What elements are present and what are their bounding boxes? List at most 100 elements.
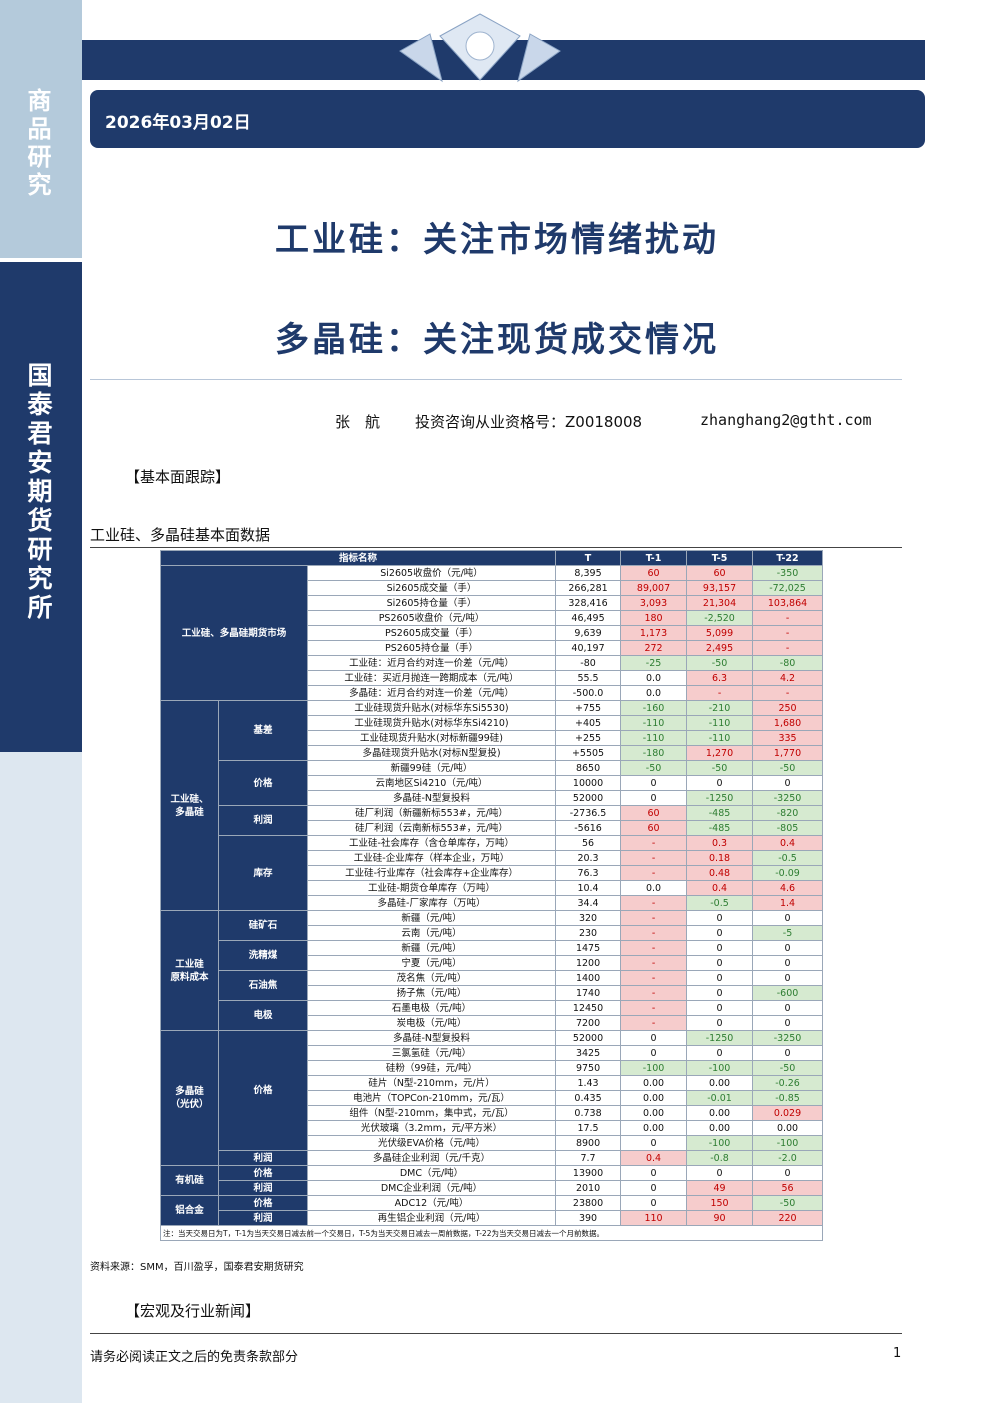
value-t: 7200 xyxy=(555,1015,622,1031)
change: 0 xyxy=(752,1165,824,1181)
change: - xyxy=(620,985,688,1001)
change: 21,304 xyxy=(686,595,754,611)
subgroup-label: 利润 xyxy=(218,805,308,836)
subgroup-label: 价格 xyxy=(218,1165,308,1181)
change: 0 xyxy=(686,1000,754,1016)
change: -0.5 xyxy=(686,895,754,911)
table-row: 工业硅 原料成本 硅矿石 新疆（元/吨） 320-0 0 xyxy=(160,910,824,1031)
table-row: 工业硅：买近月抛连一跨期成本（元/吨） 55.5 0.0 6.3 4.2 xyxy=(161,670,824,686)
table-row: 多晶硅：近月合约对连一价差（元/吨） -500.0 0.0- - xyxy=(161,685,824,701)
table-row: 工业硅、多晶硅期货市场 Si2605收盘价（元/吨） 8,395 60 60 -350 xyxy=(160,565,824,701)
change: 56 xyxy=(752,1180,824,1196)
change: 0 xyxy=(620,1030,688,1046)
table-row: 工业硅-行业库存（社会库存+企业库存） 76.3-0.48 -0.09 xyxy=(161,865,824,881)
change: 0.4 xyxy=(752,835,824,851)
change: 0 xyxy=(620,790,688,806)
change: -1250 xyxy=(686,1030,754,1046)
indicator: 多晶硅现货升贴水(对标N型复投) xyxy=(306,745,557,761)
header-cell: T-22 xyxy=(752,550,824,566)
indicator: 工业硅-期货仓单库存（万吨） xyxy=(306,880,557,896)
change: 0 xyxy=(620,1135,688,1151)
indicator: PS2605成交量（手） xyxy=(306,625,557,641)
indicator: ADC12（元/吨） xyxy=(306,1195,557,1211)
subgroup-label: 基差 xyxy=(218,700,308,761)
value-t: 8900 xyxy=(555,1135,622,1151)
indicator: Si2605持仓量（手） xyxy=(306,595,557,611)
value-t: 13900 xyxy=(555,1165,622,1181)
value-t: 7.7 xyxy=(555,1150,622,1166)
indicator: 组件（N型-210mm，集中式，元/瓦） xyxy=(306,1105,557,1121)
value-t: 20.3 xyxy=(555,850,622,866)
date: 2026年03月02日 xyxy=(105,113,251,133)
value-t: 2010 xyxy=(555,1180,622,1196)
change: 0.00 xyxy=(620,1090,688,1106)
change: 0 xyxy=(686,775,754,791)
change: 0 xyxy=(686,940,754,956)
change: - xyxy=(620,925,688,941)
change: 0.48 xyxy=(686,865,754,881)
change: 90 xyxy=(686,1210,754,1226)
table-row: PS2605持仓量（手） 40,197 272 2,495- xyxy=(161,640,824,656)
table-row: 洗精煤 新疆（元/吨） 1475-0 0 xyxy=(161,940,824,971)
change: 0.0 xyxy=(620,880,688,896)
change: 6.3 xyxy=(686,670,754,686)
subgroup-label: 电极 xyxy=(218,1000,308,1031)
change: - xyxy=(620,910,688,926)
change: 0.00 xyxy=(620,1120,688,1136)
change: 89,007 xyxy=(620,580,688,596)
change: 150 xyxy=(686,1195,754,1211)
value-t: 3425 xyxy=(555,1045,622,1061)
indicator: 工业硅-社会库存（含仓单库存，万吨） xyxy=(306,835,557,851)
indicator: Si2605成交量（手） xyxy=(306,580,557,596)
value-t: 9750 xyxy=(555,1060,622,1076)
subgroup-label: 价格 xyxy=(218,1030,308,1151)
change: -50 xyxy=(620,760,688,776)
change: 0 xyxy=(620,1165,688,1181)
change: -110 xyxy=(620,715,688,731)
value-t: +255 xyxy=(555,730,622,746)
value-t: 0.435 xyxy=(555,1090,622,1106)
table-row: PS2605成交量（手） 9,639 1,173 5,099- xyxy=(161,625,824,641)
change: 0.0 xyxy=(620,670,688,686)
sidebar-bottom xyxy=(0,752,82,1403)
change: -100 xyxy=(686,1135,754,1151)
change: -50 xyxy=(752,1060,824,1076)
value-t: +5505 xyxy=(555,745,622,761)
table-row: 利润 再生铝企业利润（元/吨） 390 110 90 220 xyxy=(161,1210,824,1226)
date-bar xyxy=(90,90,925,148)
change: - xyxy=(752,640,824,656)
change: 0.00 xyxy=(620,1075,688,1091)
header-cell: T-5 xyxy=(686,550,754,566)
subgroup-label: 石油焦 xyxy=(218,970,308,1001)
change: 250 xyxy=(752,700,824,716)
indicator: 光伏级EVA价格（元/吨） xyxy=(306,1135,557,1151)
change: - xyxy=(620,955,688,971)
change: 60 xyxy=(620,820,688,836)
footer-rule xyxy=(90,1333,902,1334)
change: -25 xyxy=(620,655,688,671)
change: 220 xyxy=(752,1210,824,1226)
change: -1250 xyxy=(686,790,754,806)
change: 0 xyxy=(686,1015,754,1031)
value-t: +755 xyxy=(555,700,622,716)
change: -820 xyxy=(752,805,824,821)
value-t: 9,639 xyxy=(555,625,622,641)
header-row: 指标名称 T T-1 T-5 T-22 xyxy=(159,550,824,566)
indicator: 工业硅-企业库存（样本企业，万吨） xyxy=(306,850,557,866)
section-heading: 【宏观及行业新闻】 xyxy=(125,1302,261,1320)
indicator: 硅厂利润（云南新标553#，元/吨） xyxy=(306,820,557,836)
change: -805 xyxy=(752,820,824,836)
note-row: 注：当天交易日为T，T-1为当天交易日减去前一个交易日，T-5为当天交易日减去一… xyxy=(159,1225,824,1241)
change: 0.18 xyxy=(686,850,754,866)
change: - xyxy=(620,970,688,986)
value-t: 266,281 xyxy=(555,580,622,596)
table-caption: 工业硅、多晶硅基本面数据 xyxy=(90,526,271,544)
disclaimer: 请务必阅读正文之后的免责条款部分 xyxy=(90,1350,299,1365)
value-t: 55.5 xyxy=(555,670,622,686)
change: 0 xyxy=(686,925,754,941)
value-t: 8,395 xyxy=(555,565,622,581)
change: - xyxy=(620,865,688,881)
change: -0.85 xyxy=(752,1090,824,1106)
change: -50 xyxy=(686,655,754,671)
change: 0 xyxy=(752,1000,824,1016)
